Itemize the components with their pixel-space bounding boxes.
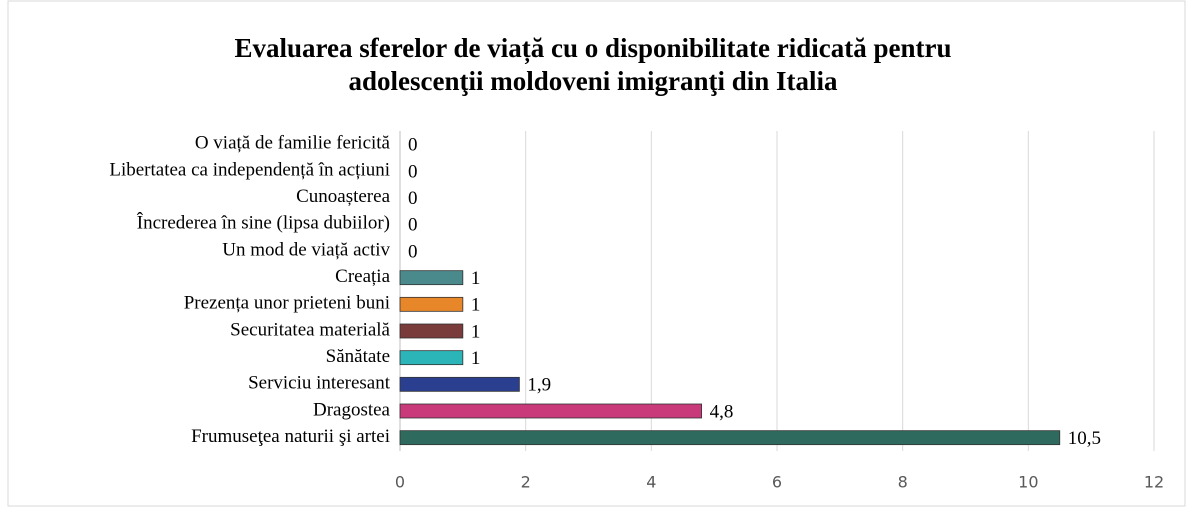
value-label: 4,8	[710, 401, 734, 422]
bar	[399, 323, 464, 339]
bar	[399, 296, 464, 312]
y-tick-label: Sănătate	[326, 346, 390, 367]
x-tick-label: 10	[1018, 473, 1038, 492]
bar	[399, 430, 1061, 446]
y-tick-label: Cunoașterea	[296, 186, 390, 207]
x-tick-label: 4	[646, 473, 656, 492]
chart-title: Evaluarea sferelor de viață cu o disponi…	[234, 33, 952, 96]
x-tick-label: 6	[772, 473, 782, 492]
bar	[399, 270, 464, 286]
bar	[399, 403, 703, 419]
value-label: 1	[471, 348, 481, 369]
bar	[399, 376, 520, 392]
value-label: 1	[471, 295, 481, 316]
value-label: 0	[408, 135, 418, 156]
y-tick-label: O viață de familie fericită	[195, 133, 391, 154]
value-label: 1,9	[527, 375, 551, 396]
value-label: 0	[408, 215, 418, 236]
value-label: 0	[408, 188, 418, 209]
y-tick-label: Încrederea în sine (lipsa dubiilor)	[137, 212, 390, 234]
y-tick-label: Un mod de viață activ	[222, 239, 390, 260]
value-label: 10,5	[1068, 428, 1101, 449]
bar	[399, 350, 464, 366]
value-label: 1	[471, 268, 481, 289]
x-tick-label: 2	[521, 473, 531, 492]
value-label: 1	[471, 321, 481, 342]
x-tick-label: 0	[395, 473, 405, 492]
y-tick-label: Creația	[335, 266, 390, 287]
x-tick-label: 8	[898, 473, 908, 492]
y-tick-label: Prezența unor prieteni buni	[184, 293, 390, 314]
y-tick-label: Frumuseţea naturii şi artei	[191, 426, 390, 447]
y-tick-label: Serviciu interesant	[248, 373, 391, 394]
value-label: 0	[408, 161, 418, 182]
chart-border	[7, 0, 1186, 507]
value-label: 0	[408, 241, 418, 262]
y-tick-label: Securitatea materială	[230, 319, 390, 340]
y-tick-label: Libertatea ca independență în acțiuni	[109, 159, 390, 180]
x-tick-label: 12	[1144, 473, 1164, 492]
y-tick-label: Dragostea	[313, 399, 391, 420]
